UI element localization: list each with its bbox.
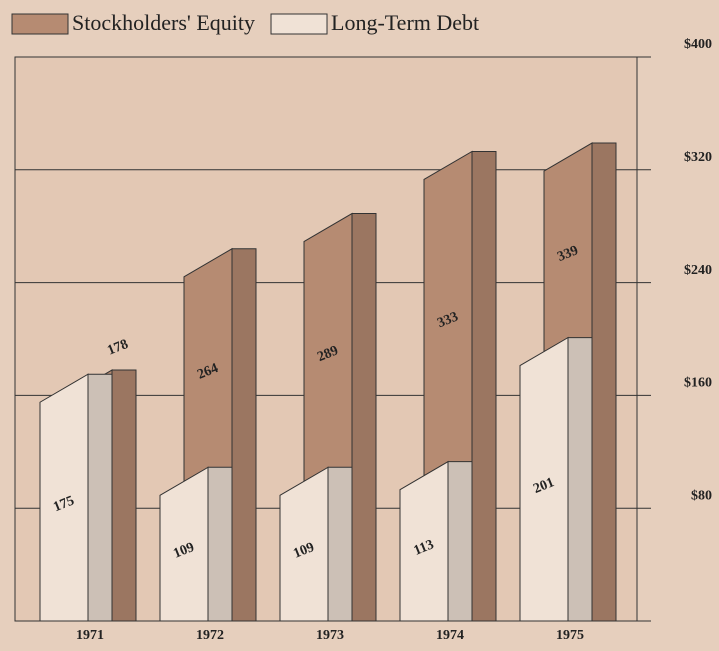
debt-bar	[519, 336, 569, 622]
debt-bar-side	[567, 337, 593, 622]
legend-swatch	[270, 13, 328, 35]
debt-bar-side	[447, 461, 473, 622]
debt-bar	[39, 373, 89, 622]
y-tick-label: $80	[691, 488, 712, 503]
value-label: 109	[171, 540, 196, 562]
y-tick-label: $240	[684, 263, 712, 278]
debt-bar	[159, 466, 209, 622]
debt-bar-side	[207, 466, 233, 622]
value-label: 201	[531, 475, 556, 497]
x-tick-label: 1974	[436, 628, 464, 643]
equity-bar-side	[351, 213, 377, 622]
value-label: 109	[291, 540, 316, 562]
value-label: 264	[195, 361, 220, 383]
x-tick-label: 1975	[556, 628, 584, 643]
x-tick-label: 1972	[196, 628, 224, 643]
y-tick-label: $400	[684, 37, 712, 52]
equity-bar-side	[591, 142, 617, 622]
y-tick-label: $320	[684, 150, 712, 165]
value-label: 175	[51, 493, 76, 515]
debt-bar	[399, 460, 449, 622]
debt-bar-side	[87, 373, 113, 622]
value-label: 113	[412, 537, 436, 558]
x-tick-label: 1971	[76, 628, 104, 643]
x-tick-label: 1973	[316, 628, 344, 643]
equity-bar-side	[111, 369, 137, 622]
value-label: 333	[435, 309, 460, 331]
equity-bar-side	[231, 248, 257, 622]
value-label: 339	[555, 243, 580, 265]
value-label: 178	[105, 337, 130, 359]
legend-label: Long-Term Debt	[331, 10, 479, 35]
debt-bar-side	[327, 466, 353, 622]
equity-bar-side	[471, 150, 497, 622]
value-label: 289	[315, 343, 340, 365]
y-tick-label: $160	[684, 376, 712, 391]
legend-swatch	[11, 13, 69, 35]
debt-bar	[279, 466, 329, 622]
legend-label: Stockholders' Equity	[72, 10, 255, 35]
